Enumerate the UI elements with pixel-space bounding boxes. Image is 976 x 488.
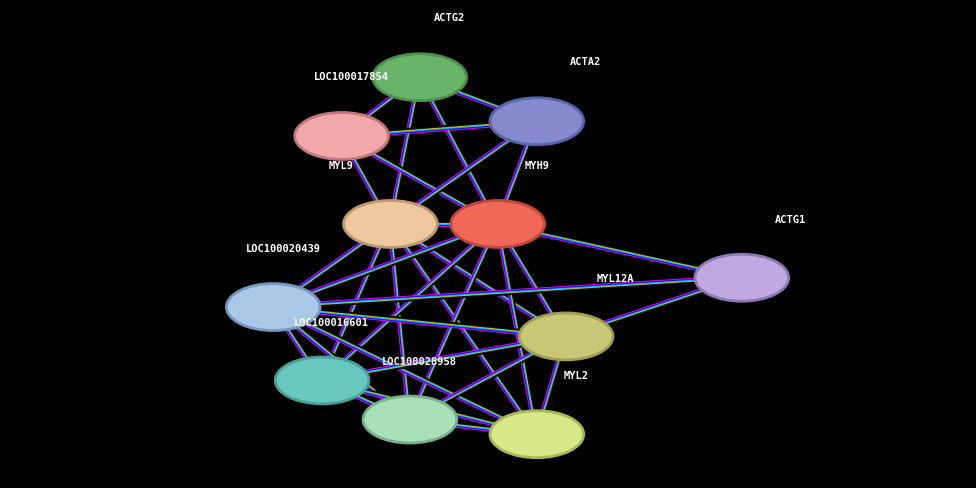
Circle shape [373,55,467,102]
Text: MYL12A: MYL12A [596,273,633,283]
Circle shape [695,255,789,302]
Text: ACTG1: ACTG1 [775,215,806,224]
Text: LOC100017854: LOC100017854 [314,72,388,81]
Text: LOC100020439: LOC100020439 [246,244,320,254]
Text: ACTA2: ACTA2 [570,57,601,67]
Text: ACTG2: ACTG2 [433,13,465,23]
Text: MYH9: MYH9 [524,161,549,171]
Circle shape [275,357,369,404]
Text: MYL2: MYL2 [563,371,589,381]
Circle shape [519,313,613,360]
Circle shape [295,113,388,160]
Circle shape [344,201,437,248]
Circle shape [451,201,545,248]
Circle shape [363,396,457,443]
Circle shape [226,284,320,331]
Text: LOC100028958: LOC100028958 [383,356,457,366]
Circle shape [490,411,584,458]
Text: LOC100016601: LOC100016601 [295,317,369,327]
Text: MYL9: MYL9 [329,161,354,171]
Circle shape [490,99,584,145]
